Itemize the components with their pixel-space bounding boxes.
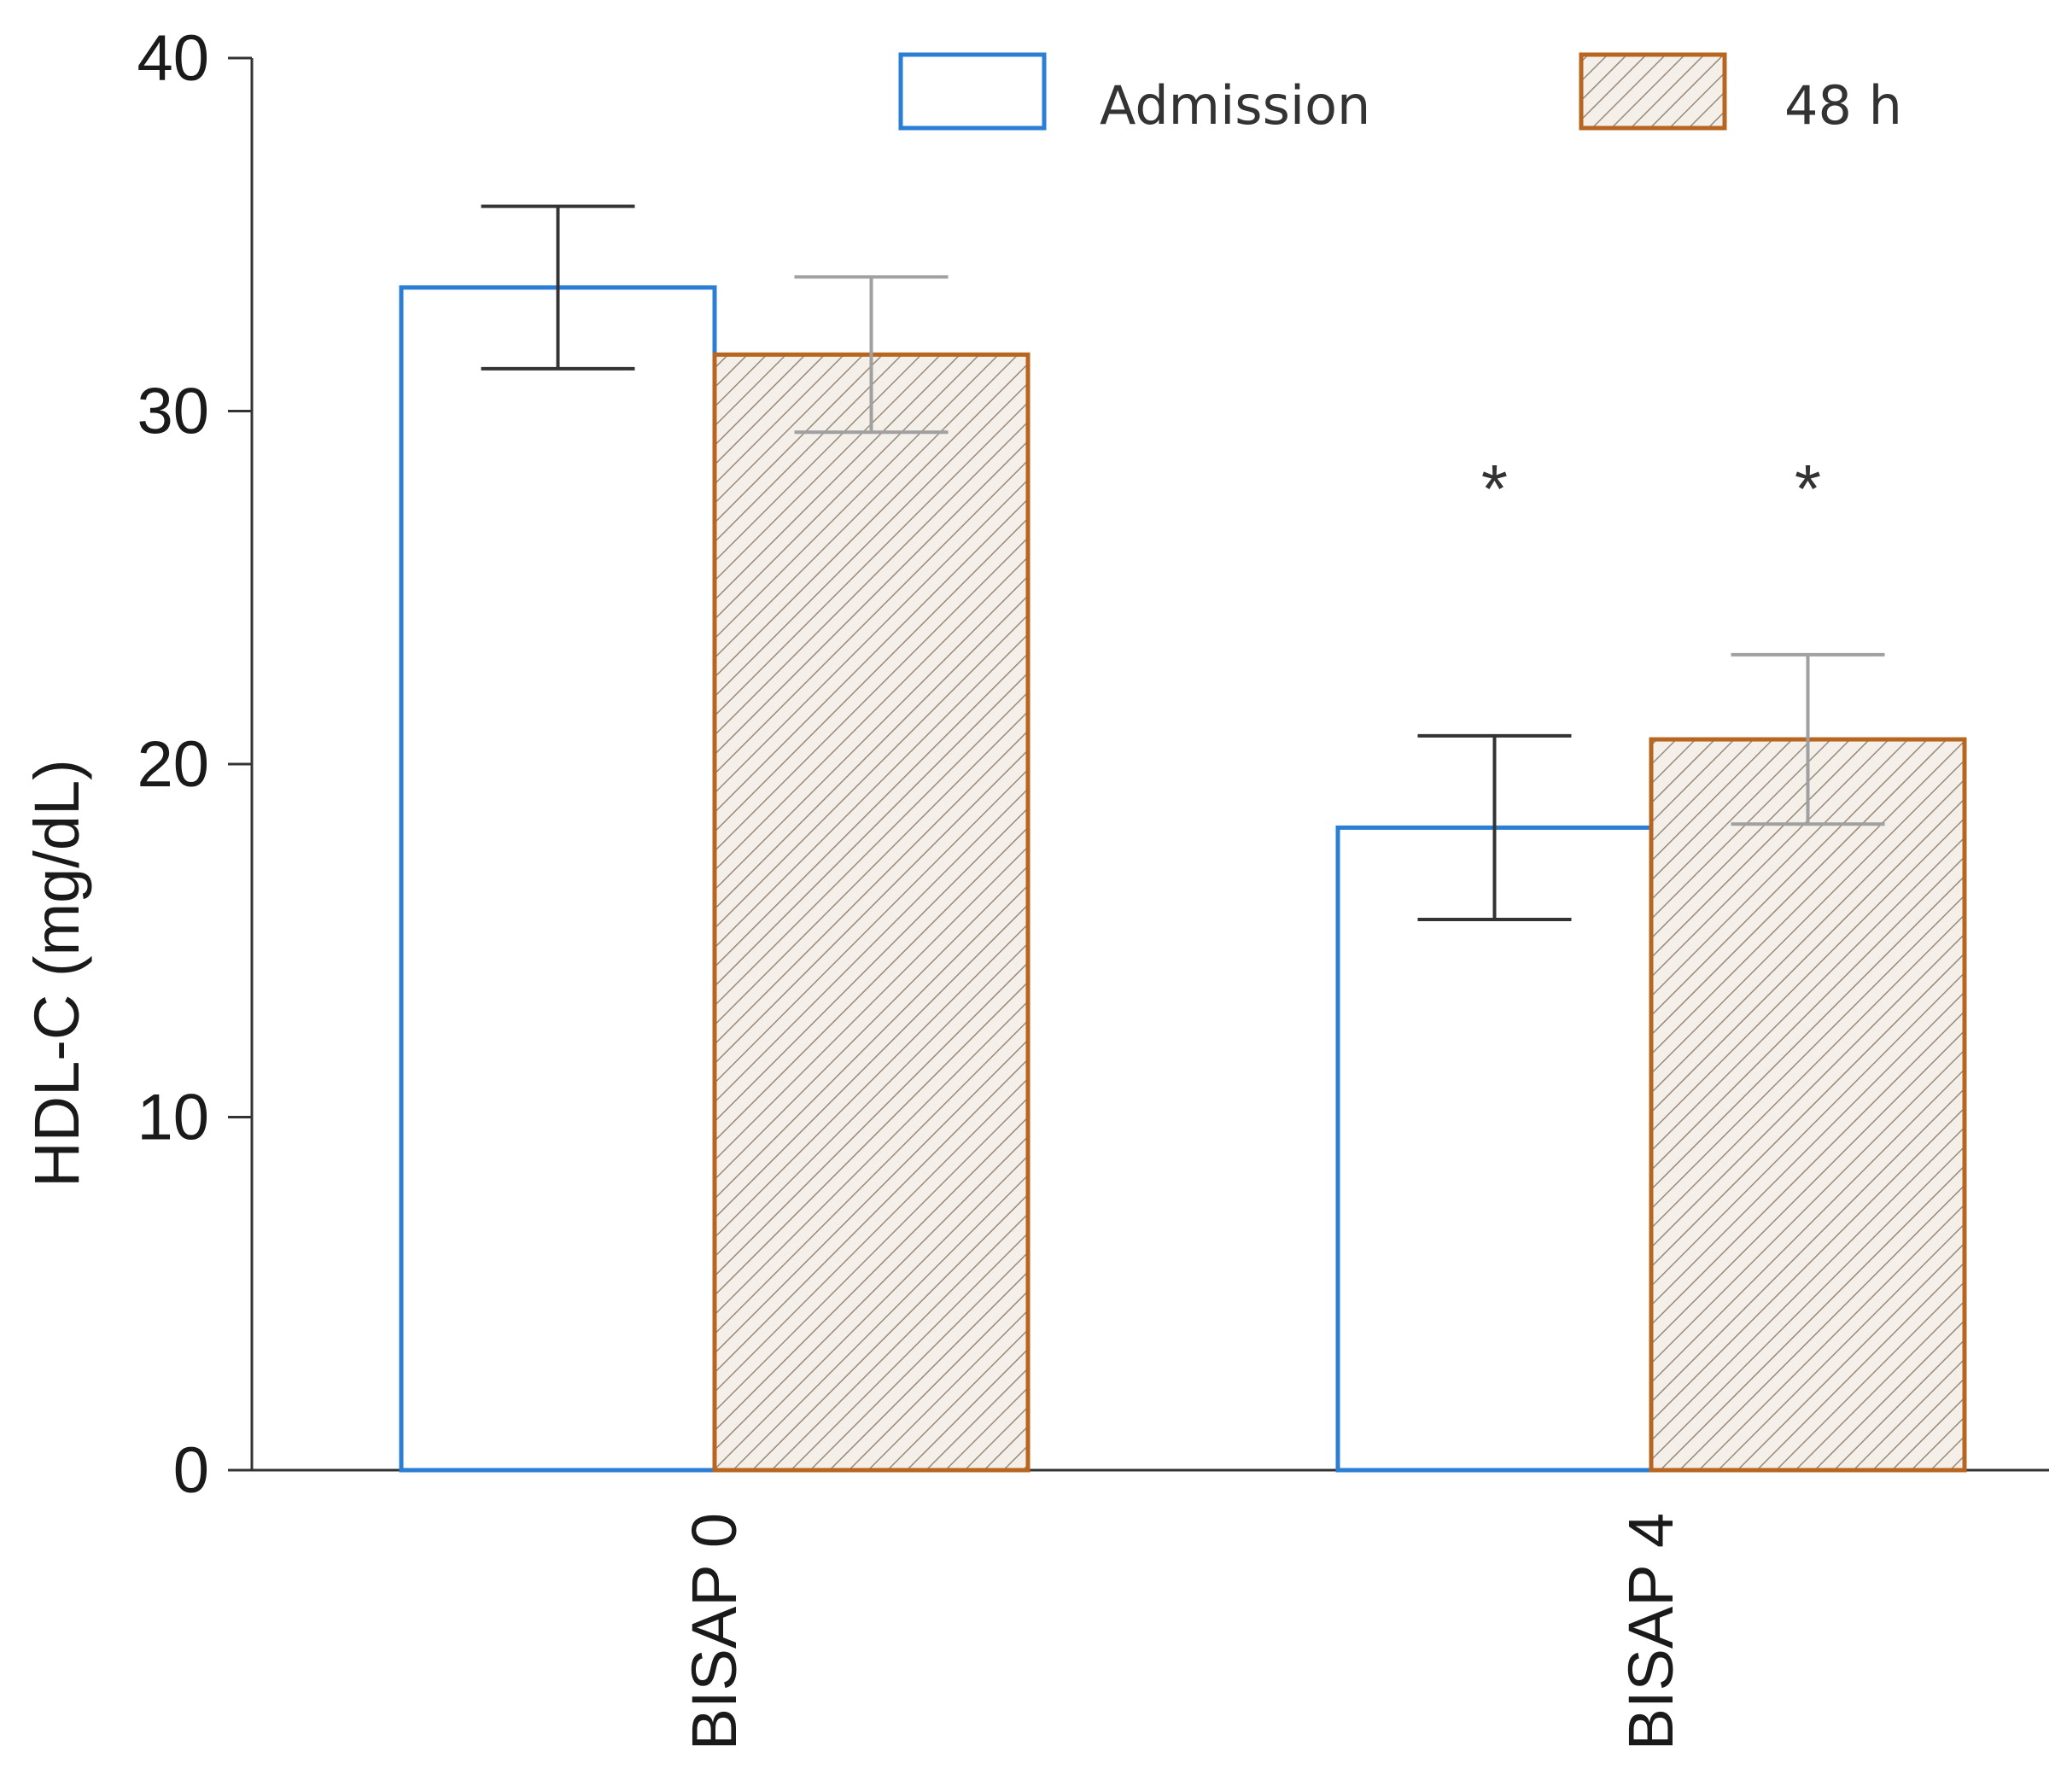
y-tick-label: 10 [137, 1082, 209, 1154]
x-tick-label: BISAP 4 [1615, 1513, 1686, 1750]
legend-swatch-48-h [1579, 52, 1727, 131]
bar-48-h-bisap-0 [712, 352, 1030, 1473]
y-axis-title: HDL-C (mg/dL) [21, 759, 92, 1188]
bar-48-h-bisap-4 [1649, 737, 1967, 1473]
legend-label: Admission [1100, 74, 1370, 137]
bar-admission-bisap-4 [1335, 825, 1654, 1473]
legend-swatch-admission [898, 52, 1047, 131]
x-tick-label: BISAP 0 [679, 1513, 750, 1750]
legend-label: 48 h [1784, 74, 1902, 137]
significance-marker: * [1795, 451, 1821, 527]
significance-marker: * [1481, 451, 1508, 527]
bar-admission-bisap-0 [399, 285, 717, 1473]
y-tick-label: 20 [137, 728, 209, 801]
y-tick-label: 30 [137, 376, 209, 448]
y-tick-label: 0 [173, 1434, 209, 1507]
y-tick-label: 40 [137, 22, 209, 95]
plot-area: 0 10 20 30 40 BISAP 0 BISAP 4 * * Admission 48 h [137, 22, 2049, 1750]
